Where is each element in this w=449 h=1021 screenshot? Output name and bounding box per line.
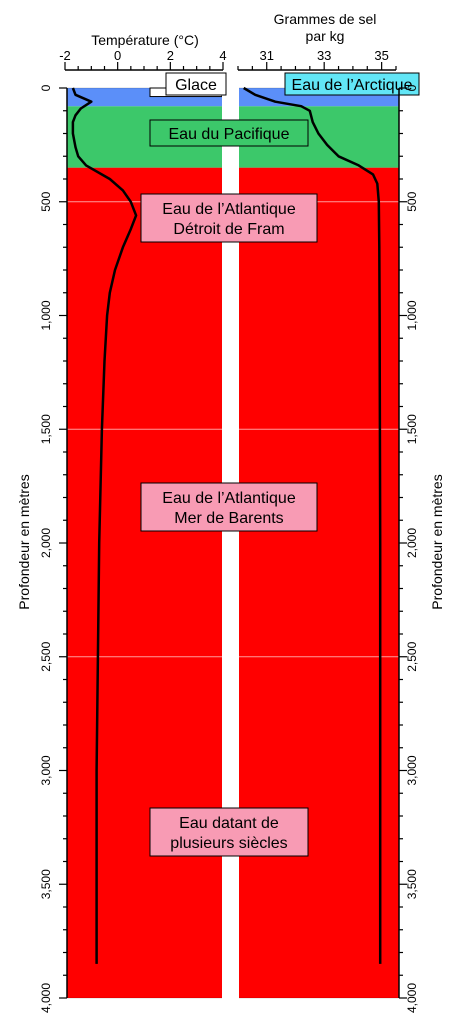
depth-tick-label-left: 2,500 [39, 641, 53, 671]
layer-labels: Glace Eau de l’Arctique Eau du Pacifique Ea… [140, 72, 420, 857]
salinity-tick-label: 35 [374, 48, 388, 63]
label-arctic-text-1: Eau de l’Arctique [292, 77, 413, 94]
depth-axis-label-left: Profondeur en mètres [16, 474, 32, 609]
label-old-water-box [149, 807, 309, 857]
depth-tick-label-right: 1,500 [405, 414, 419, 444]
depth-tick-label-right: 1,000 [405, 300, 419, 330]
depth-tick-label-left: 3,500 [39, 869, 53, 899]
depth-tick-label-right: 4,000 [405, 983, 419, 1013]
depth-tick-label-left: 500 [39, 191, 53, 211]
label-arctic: Eau de l’Arctique [284, 72, 420, 96]
label-arctic-box [284, 72, 420, 96]
depth-tick-label-right: 2,500 [405, 641, 419, 671]
temperature-tick-label: -2 [59, 48, 71, 63]
depth-tick-label-left: 1,000 [39, 300, 53, 330]
depth-tick-label-left: 3,000 [39, 755, 53, 785]
depth-axis-label-right: Profondeur en mètres [429, 474, 445, 609]
label-old-water-text-2: plusieurs siècles [170, 835, 287, 852]
label-fram: Eau de l’Atlantique Détroit de Fram [140, 193, 318, 243]
label-barents-text-1: Eau de l’Atlantique [162, 490, 296, 507]
temperature-tick-label: 2 [167, 48, 174, 63]
label-fram-text-2: Détroit de Fram [173, 221, 284, 238]
salinity-tick-label: 31 [259, 48, 273, 63]
salinity-axis-title-line2: par kg [306, 28, 345, 44]
depth-tick-label-right: 3,000 [405, 755, 419, 785]
gutter-strip [222, 70, 239, 1000]
center-gutter [222, 70, 239, 1000]
label-pacific: Eau du Pacifique [149, 119, 309, 147]
depth-tick-label-right: 2,000 [405, 528, 419, 558]
temperature-curve [71, 87, 138, 964]
temperature-tick-label: 4 [219, 48, 226, 63]
label-ice: Glace [165, 72, 227, 96]
depth-tick-label-left: 0 [39, 84, 53, 91]
label-pacific-text-1: Eau du Pacifique [169, 126, 290, 143]
depth-tick-label-right: 3,500 [405, 869, 419, 899]
label-fram-box [140, 193, 318, 243]
label-barents: Eau de l’Atlantique Mer de Barents [140, 482, 318, 532]
label-ice-box [165, 72, 227, 96]
depth-tick-label-left: 1,500 [39, 414, 53, 444]
depth-tick-label-left: 4,000 [39, 983, 53, 1013]
temperature-tick-label: 0 [114, 48, 121, 63]
label-barents-text-2: Mer de Barents [174, 510, 283, 527]
label-old-water: Eau datant de plusieurs siècles [149, 807, 309, 857]
label-barents-box [140, 482, 318, 532]
label-fram-text-1: Eau de l’Atlantique [162, 201, 296, 218]
salinity-axis-title-line1: Grammes de sel [274, 11, 377, 27]
axes: -2 0 2 4 31 33 35 0 500 1,000 1,500 2,000 2,500 3,000… [39, 48, 419, 1013]
label-ice-text-1: Glace [175, 77, 217, 94]
label-pacific-box [149, 119, 309, 147]
depth-tick-label-right: 0 [405, 84, 419, 91]
label-old-water-text-1: Eau datant de [179, 815, 279, 832]
depth-tick-label-left: 2,000 [39, 528, 53, 558]
salinity-tick-label: 33 [317, 48, 331, 63]
curves [71, 86, 382, 964]
salinity-curve [243, 86, 382, 964]
temperature-axis-title: Température (°C) [91, 32, 199, 48]
depth-tick-label-right: 500 [405, 191, 419, 211]
